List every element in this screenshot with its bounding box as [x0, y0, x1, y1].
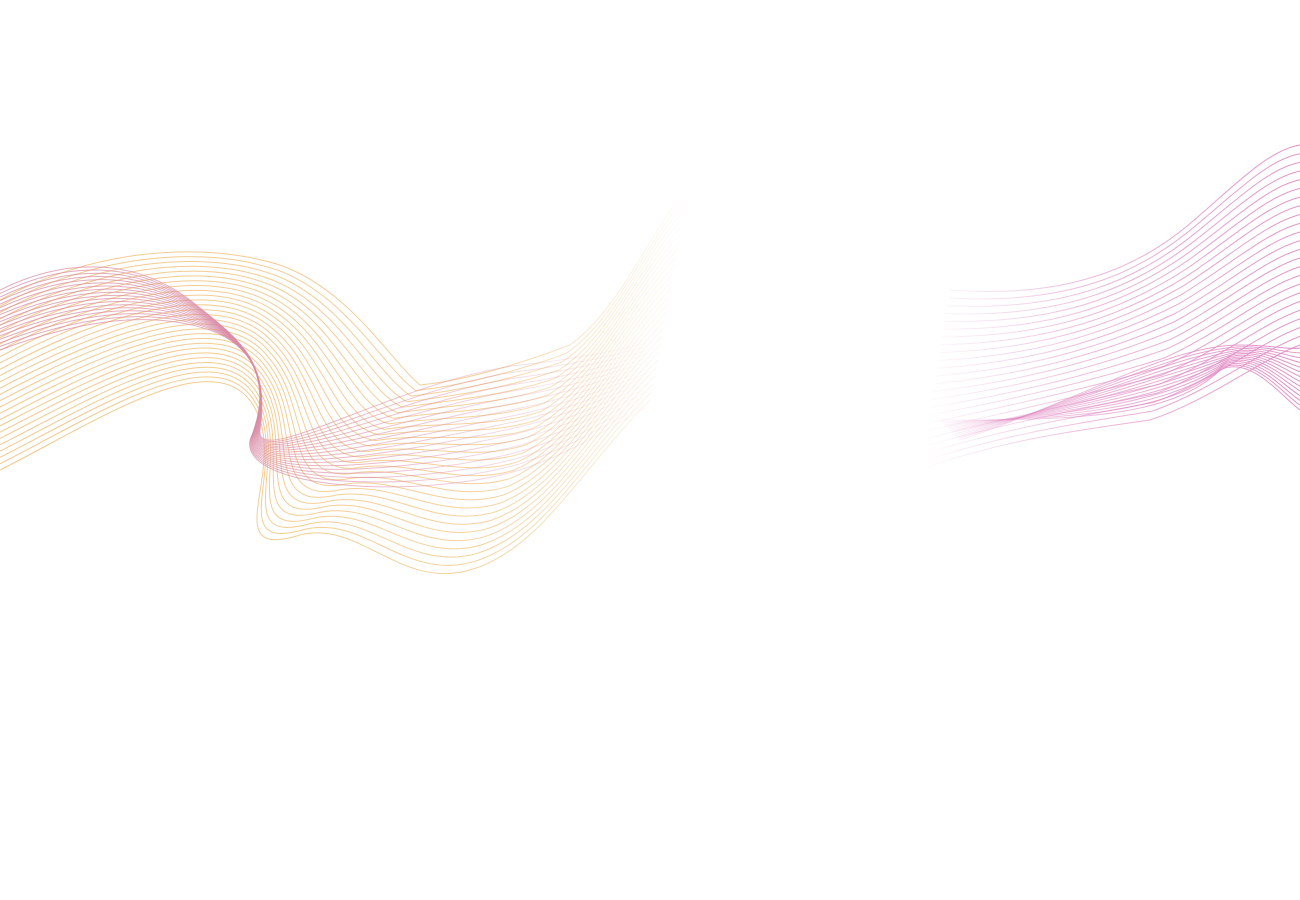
pink-wave-line [0, 313, 661, 478]
pink-wave-line [0, 310, 661, 474]
wave-bundles [0, 144, 1300, 575]
yellow-wave-line [0, 357, 658, 533]
pink-wave-line [947, 161, 1300, 307]
pink-wave-line [936, 231, 1300, 369]
yellow-wave-line [0, 304, 669, 477]
pink-wave-line [939, 366, 1300, 421]
pink-wave-line [939, 214, 1300, 354]
pink-wave-line [943, 363, 1300, 424]
pink-wave-line [943, 188, 1300, 330]
yellow-wave-line [0, 381, 651, 575]
yellow-wave-line [0, 192, 689, 392]
yellow-wave-line [0, 361, 657, 542]
yellow-wave-line [0, 256, 678, 436]
pink-wave-line [949, 144, 1300, 293]
yellow-wave-line [0, 376, 652, 566]
pink-wave-line [0, 319, 661, 488]
pink-wave-line [0, 282, 661, 449]
pink-wave-line [930, 274, 1300, 408]
pink-wave-line [946, 359, 1300, 427]
yellow-wave-line [0, 248, 679, 430]
pink-wave-line [927, 292, 1300, 424]
pink-wave-line [947, 358, 1300, 429]
pink-wave-line [941, 364, 1300, 423]
pink-wave-line [0, 266, 661, 441]
pink-wave-line [949, 356, 1300, 430]
yellow-wave-line [0, 216, 685, 408]
yellow-wave-line [0, 351, 660, 525]
pink-wave-line [938, 222, 1300, 361]
pink-wave-line [931, 266, 1300, 401]
pink-wave-line [0, 272, 661, 444]
yellow-wave-line [0, 371, 654, 558]
pink-wave-line [942, 196, 1300, 338]
pink-wave-line [0, 288, 661, 453]
pink-wave-line [929, 283, 1300, 416]
pink-wave-line [932, 257, 1300, 393]
pink-wave-line [0, 316, 661, 483]
yellow-wave-line [0, 335, 663, 509]
pink-wave-line [934, 248, 1300, 385]
pink-wave-line [919, 344, 1300, 471]
pink-wave-line [0, 285, 661, 451]
pink-wave-line [926, 301, 1300, 432]
yellow-wave-line [0, 366, 655, 550]
yellow-wave-line [0, 200, 688, 397]
pink-wave-line [0, 301, 661, 463]
yellow-wave-line [0, 296, 670, 469]
yellow-wave-line [0, 232, 682, 419]
pink-wave-line [948, 153, 1300, 300]
pink-wave-line [0, 294, 661, 458]
yellow-wave-line [0, 224, 683, 414]
pink-wave-line [0, 276, 661, 446]
pink-wave-line [0, 298, 661, 460]
yellow-wave-line [0, 327, 664, 501]
pink-wave-line [0, 307, 661, 470]
yellow-wave-line [0, 312, 667, 485]
yellow-wave-line [0, 184, 691, 386]
pink-wave-line [940, 205, 1300, 346]
pink-wave-line [0, 304, 661, 467]
yellow-wave-line [0, 240, 680, 425]
pink-wave-line [935, 240, 1300, 377]
yellow-wave-line [0, 343, 661, 517]
pink-wave-line [0, 291, 661, 455]
pink-wave-line [946, 170, 1300, 315]
pink-wave-line [944, 179, 1300, 322]
pink-wave-line [0, 279, 661, 447]
